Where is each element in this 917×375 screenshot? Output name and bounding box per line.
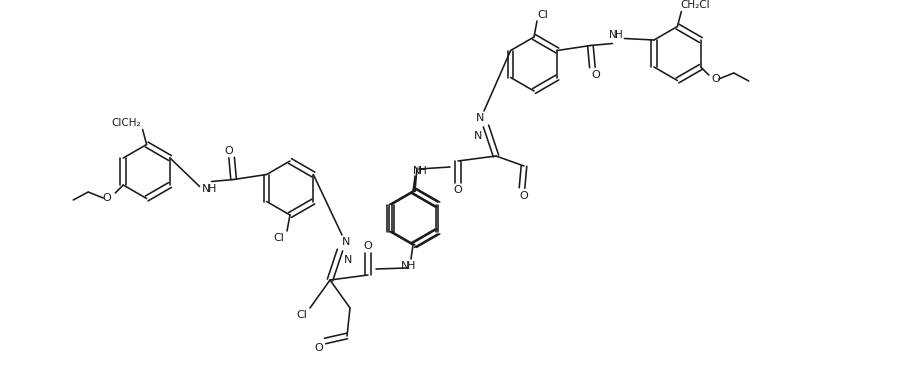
Text: N: N: [202, 184, 210, 195]
Text: Cl: Cl: [273, 233, 284, 243]
Text: N: N: [474, 131, 482, 141]
Text: ClCH₂: ClCH₂: [112, 118, 141, 129]
Text: H: H: [207, 184, 215, 195]
Text: N: N: [609, 30, 616, 40]
Text: H: H: [614, 30, 623, 40]
Text: O: O: [225, 146, 233, 156]
Text: O: O: [712, 74, 720, 84]
Text: H: H: [419, 166, 427, 176]
Text: O: O: [454, 185, 462, 195]
Text: N: N: [476, 113, 484, 123]
Text: O: O: [364, 241, 372, 251]
Text: Cl: Cl: [296, 310, 307, 320]
Text: N: N: [344, 255, 352, 265]
Text: O: O: [103, 193, 112, 203]
Text: CH₂Cl: CH₂Cl: [680, 0, 710, 10]
Text: Cl: Cl: [537, 10, 548, 20]
Text: N: N: [342, 237, 350, 247]
Text: N: N: [414, 166, 421, 176]
Text: N: N: [401, 261, 409, 271]
Text: O: O: [591, 69, 600, 80]
Text: O: O: [315, 343, 324, 353]
Text: O: O: [520, 191, 528, 201]
Text: H: H: [407, 261, 415, 271]
